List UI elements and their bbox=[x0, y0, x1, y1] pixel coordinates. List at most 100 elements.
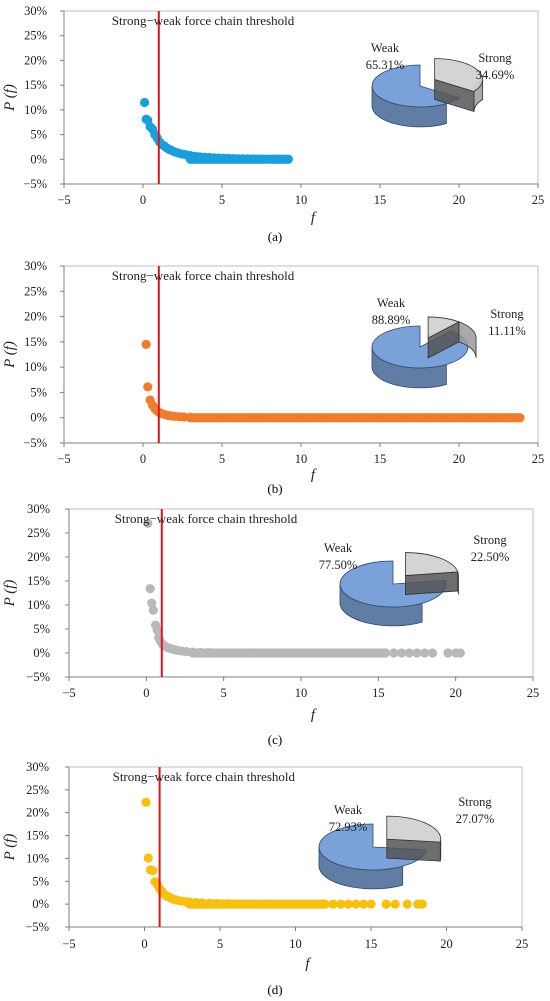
chart-a-x-tick-label: −5 bbox=[57, 193, 70, 207]
chart-b-y-tick-label: 25% bbox=[24, 284, 47, 298]
chart-d-y-tick-label: 30% bbox=[26, 760, 49, 774]
chart-d-y-tick-label: 25% bbox=[26, 783, 49, 797]
chart-d-y-axis-label: P (f) bbox=[2, 834, 18, 862]
chart-c-data-point bbox=[412, 648, 422, 658]
chart-b-data-point bbox=[141, 339, 151, 349]
chart-d-data-point bbox=[390, 899, 400, 909]
chart-d-data-point bbox=[141, 797, 151, 807]
chart-c-data-point bbox=[152, 625, 162, 635]
chart-b-x-tick-label: 10 bbox=[295, 452, 308, 466]
chart-c-data-point bbox=[427, 648, 438, 658]
chart-d-x-tick-label: 25 bbox=[516, 937, 529, 951]
chart-a-y-tick-label: 30% bbox=[24, 4, 47, 18]
chart-c-svg: −5% 0% 5% 10% 15% 20% 25% 30% −5 0 5 10 15 20 25 f P (f)… bbox=[2, 502, 540, 723]
chart-b-y-tick-label: 30% bbox=[24, 259, 47, 273]
chart-b-data-point bbox=[515, 413, 525, 423]
chart-d-y-tick-label: 15% bbox=[26, 829, 49, 843]
chart-a-y-tick-label: −5% bbox=[23, 177, 47, 191]
chart-a-pie-strong-slice bbox=[434, 58, 484, 92]
chart-a-y-tick-label: 10% bbox=[24, 103, 47, 117]
chart-c-x-tick-label: 15 bbox=[372, 686, 385, 700]
chart-a-x-axis-label: f bbox=[311, 210, 317, 226]
chart-c-y-tick-label: −5% bbox=[26, 670, 50, 684]
chart-d-y-tick-label: 20% bbox=[26, 806, 49, 820]
chart-d-y-tick-label: 10% bbox=[26, 851, 49, 865]
chart-d-data-point bbox=[148, 866, 158, 876]
chart-a-x-tick-label: 20 bbox=[453, 193, 466, 207]
chart-panel-d: −5% 0% 5% 10% 15% 20% 25% 30% −5 0 5 10 15 20 25 f P (f)… bbox=[0, 750, 550, 1001]
chart-c-data-point bbox=[143, 518, 153, 528]
chart-a-pie-weak-label: Weak bbox=[371, 41, 400, 55]
chart-panel-a: −5% 0% 5% 10% 15% 20% 25% 30% −5 0 5 10 15 20 25 f P (f)… bbox=[0, 0, 550, 250]
chart-b-threshold-label: Strong−weak force chain threshold bbox=[112, 268, 295, 283]
chart-d-x-tick-label: 20 bbox=[440, 937, 453, 951]
chart-a-y-tick-label: 20% bbox=[24, 53, 47, 67]
chart-a-data-point bbox=[139, 97, 150, 108]
chart-c-y-tick-label: 25% bbox=[27, 526, 50, 540]
caption-d: (d) bbox=[267, 982, 283, 997]
chart-b-data-point bbox=[143, 382, 153, 392]
chart-c-pie-strong-edge bbox=[457, 571, 459, 595]
chart-c-x-tick-label: 10 bbox=[295, 686, 308, 700]
chart-c-data-point bbox=[145, 584, 155, 594]
chart-b-x-axis-label: f bbox=[311, 467, 317, 483]
chart-a-data-point bbox=[283, 154, 293, 164]
chart-b-y-tick-label: 15% bbox=[24, 335, 47, 349]
chart-b-x-tick-label: 15 bbox=[374, 452, 387, 466]
chart-b-x-tick-label: −5 bbox=[57, 452, 70, 466]
chart-c-data-point bbox=[404, 648, 414, 658]
chart-b-pie-strong-label: Strong bbox=[490, 307, 524, 321]
chart-d-y-tick-label: 5% bbox=[32, 874, 49, 888]
chart-a-y-tick-label: 5% bbox=[30, 128, 47, 142]
chart-panel-c: −5% 0% 5% 10% 15% 20% 25% 30% −5 0 5 10 15 20 25 f P (f)… bbox=[0, 500, 550, 750]
chart-d-pie-strong-percent: 27.07% bbox=[456, 812, 495, 826]
chart-a-x-tick-label: 15 bbox=[374, 193, 387, 207]
chart-d-data-point bbox=[358, 899, 369, 909]
chart-a-x-tick-label: 0 bbox=[140, 193, 146, 207]
chart-d-data-point bbox=[351, 899, 361, 909]
chart-a-y-tick-label: 15% bbox=[24, 78, 47, 92]
chart-d-data-point bbox=[366, 899, 376, 909]
chart-a-threshold-label: Strong−weak force chain threshold bbox=[112, 13, 295, 28]
chart-d-pie-strong-label: Strong bbox=[458, 795, 492, 809]
chart-a-pie-strong-label: Strong bbox=[478, 51, 512, 65]
chart-c-y-tick-label: 0% bbox=[33, 646, 50, 660]
chart-c-data-point bbox=[148, 605, 158, 615]
chart-c-x-tick-label: 0 bbox=[143, 686, 149, 700]
chart-d-y-tick-label: 0% bbox=[32, 897, 49, 911]
chart-c-y-tick-label: 15% bbox=[27, 574, 50, 588]
chart-d-x-tick-label: 0 bbox=[141, 937, 147, 951]
chart-d-y-tick-label: −5% bbox=[25, 920, 49, 934]
chart-d-data-point bbox=[328, 899, 338, 909]
chart-a-y-tick-label: 25% bbox=[24, 29, 47, 43]
chart-a-x-tick-label: 10 bbox=[295, 193, 308, 207]
chart-c-y-axis-label: P (f) bbox=[2, 580, 18, 608]
chart-c-x-axis-label: f bbox=[311, 707, 317, 723]
chart-a-y-tick-label: 0% bbox=[30, 152, 47, 166]
chart-c-y-tick-label: 5% bbox=[33, 622, 50, 636]
chart-a-pie-chart bbox=[371, 58, 484, 128]
chart-d-data-point bbox=[320, 899, 330, 909]
chart-d-x-axis-label: f bbox=[305, 956, 311, 972]
chart-c-x-tick-label: 20 bbox=[449, 686, 462, 700]
chart-c-data-point bbox=[380, 648, 391, 658]
chart-d-svg: −5% 0% 5% 10% 15% 20% 25% 30% −5 0 5 10 15 20 25 f P (f)… bbox=[2, 760, 529, 972]
chart-b-x-tick-label: 25 bbox=[532, 452, 545, 466]
chart-c-x-tick-label: 25 bbox=[527, 686, 540, 700]
chart-b-pie-strong-slice bbox=[427, 316, 460, 339]
chart-b-y-tick-label: 0% bbox=[30, 411, 47, 425]
chart-c-pie-chart bbox=[339, 552, 459, 627]
chart-d-x-tick-label: 15 bbox=[365, 937, 378, 951]
chart-b-pie-strong-percent: 11.11% bbox=[488, 324, 526, 338]
caption-c: (c) bbox=[267, 732, 283, 747]
chart-d-threshold-label: Strong−weak force chain threshold bbox=[113, 769, 296, 784]
chart-c-pie-strong-label: Strong bbox=[473, 533, 507, 547]
chart-c-y-tick-label: 30% bbox=[27, 502, 50, 516]
chart-b-y-tick-label: 5% bbox=[30, 385, 47, 399]
chart-b-svg: −5% 0% 5% 10% 15% 20% 25% 30% −5 0 5 10 15 20 25 f P (f)… bbox=[2, 259, 545, 483]
chart-b-x-tick-label: 20 bbox=[453, 452, 466, 466]
chart-c-pie-weak-label: Weak bbox=[324, 541, 353, 555]
caption-a: (a) bbox=[267, 229, 283, 244]
chart-c-data-point bbox=[443, 648, 453, 658]
chart-b-y-axis-label: P (f) bbox=[2, 341, 18, 369]
